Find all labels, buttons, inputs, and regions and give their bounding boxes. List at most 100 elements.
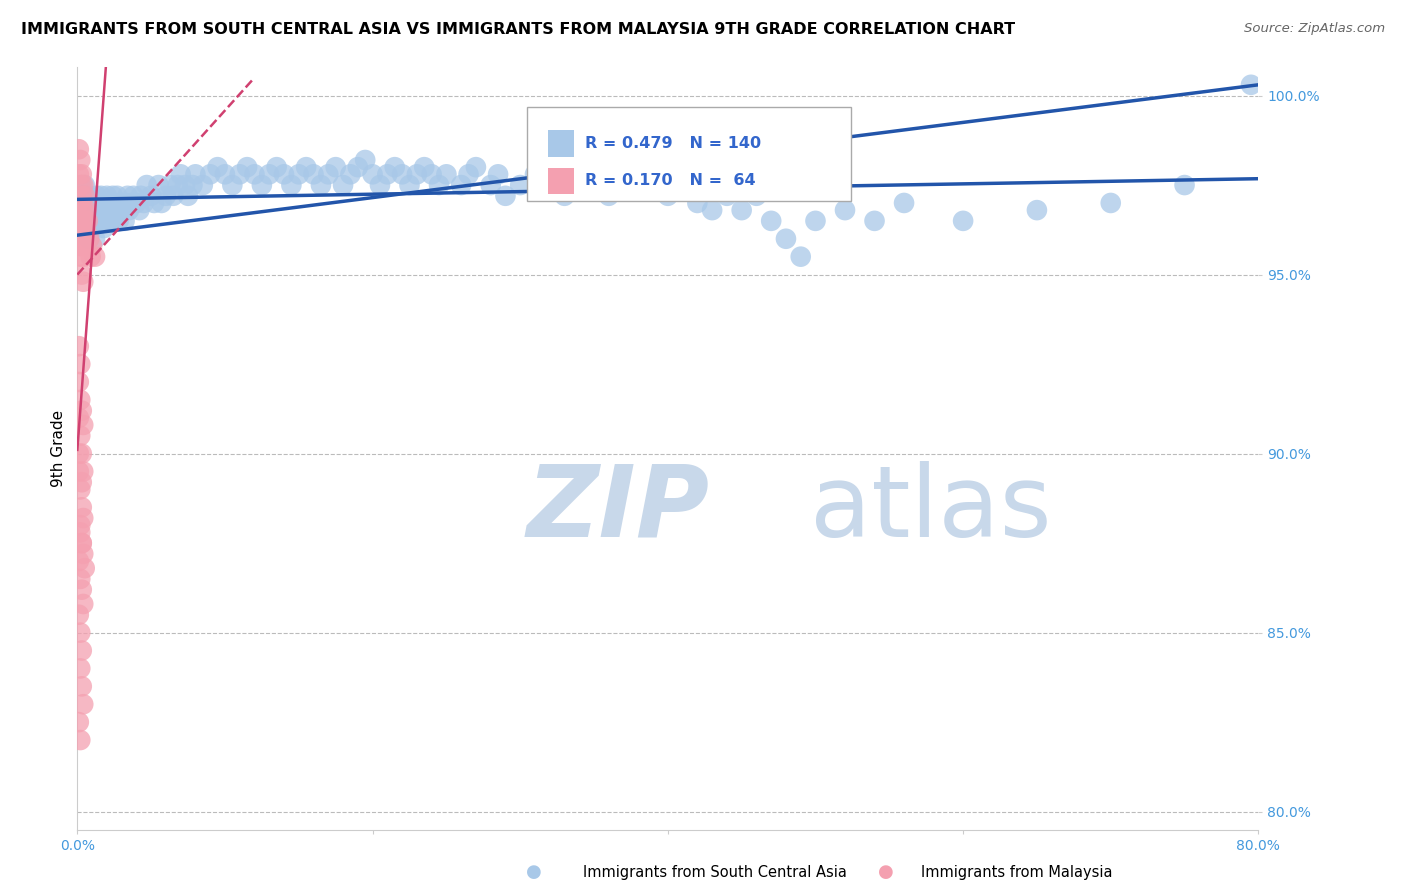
Point <box>101 189 124 203</box>
Point <box>103 214 125 228</box>
Text: Source: ZipAtlas.com: Source: ZipAtlas.com <box>1244 22 1385 36</box>
Point <box>170 167 193 181</box>
Point <box>77 232 100 246</box>
Point <box>332 178 354 192</box>
Point <box>70 475 93 490</box>
Point <box>105 189 128 203</box>
Text: ●: ● <box>526 863 543 881</box>
Point <box>236 160 259 174</box>
Point <box>73 214 96 228</box>
Point <box>114 214 136 228</box>
Point <box>69 153 91 167</box>
Point <box>450 178 472 192</box>
Point <box>72 698 94 712</box>
Point <box>72 547 94 561</box>
Point <box>121 196 143 211</box>
Point <box>702 203 724 218</box>
Point <box>67 167 90 181</box>
Point <box>70 167 93 181</box>
Point <box>486 167 509 181</box>
Point <box>457 167 479 181</box>
Point <box>70 500 93 515</box>
Point <box>132 196 155 211</box>
Point <box>69 661 91 675</box>
Point <box>73 221 96 235</box>
Point <box>398 178 420 192</box>
Point <box>143 196 166 211</box>
Point <box>84 232 107 246</box>
Point <box>122 189 145 203</box>
Point <box>148 178 170 192</box>
Point <box>84 214 107 228</box>
Point <box>76 189 98 203</box>
Point <box>91 203 114 218</box>
Point <box>259 167 281 181</box>
Text: R = 0.170   N =  64: R = 0.170 N = 64 <box>585 173 755 188</box>
Point <box>598 189 620 203</box>
Point <box>70 582 93 597</box>
Point <box>125 196 148 211</box>
Point <box>70 268 93 282</box>
Point <box>117 189 139 203</box>
Point <box>672 178 695 192</box>
Point <box>70 239 93 253</box>
Point <box>69 178 91 192</box>
Point <box>716 189 738 203</box>
Point <box>86 203 108 218</box>
Point <box>464 160 488 174</box>
Point <box>368 178 391 192</box>
Point <box>1026 203 1049 218</box>
Point <box>93 221 115 235</box>
Point <box>72 178 94 192</box>
Point <box>67 607 90 622</box>
Point <box>89 196 111 211</box>
Point <box>69 625 91 640</box>
Point <box>79 203 101 218</box>
Point <box>69 518 91 533</box>
Point <box>129 189 152 203</box>
Point <box>73 203 96 218</box>
Point <box>150 196 173 211</box>
Point <box>207 160 229 174</box>
Point <box>761 214 783 228</box>
Point <box>128 203 150 218</box>
Point <box>70 536 93 550</box>
Point <box>67 465 90 479</box>
Point <box>93 196 115 211</box>
Point <box>583 178 606 192</box>
Point <box>72 417 94 432</box>
Point <box>69 572 91 586</box>
Point <box>509 178 531 192</box>
Point <box>177 189 200 203</box>
Point <box>427 178 450 192</box>
Text: atlas: atlas <box>810 461 1052 558</box>
Point <box>266 160 288 174</box>
Point <box>288 167 311 181</box>
Point <box>70 403 93 417</box>
Point <box>214 167 236 181</box>
Point <box>70 643 93 657</box>
Point <box>72 214 94 228</box>
Text: IMMIGRANTS FROM SOUTH CENTRAL ASIA VS IMMIGRANTS FROM MALAYSIA 9TH GRADE CORRELA: IMMIGRANTS FROM SOUTH CENTRAL ASIA VS IM… <box>21 22 1015 37</box>
Point <box>72 275 94 289</box>
Point <box>863 214 886 228</box>
Point <box>804 214 827 228</box>
Point <box>94 203 117 218</box>
Point <box>273 167 295 181</box>
Text: R = 0.479   N = 140: R = 0.479 N = 140 <box>585 136 761 152</box>
Point <box>69 392 91 407</box>
Point <box>1099 196 1122 211</box>
Point <box>67 715 90 730</box>
Point <box>302 167 325 181</box>
Point <box>73 178 96 192</box>
Point <box>83 203 105 218</box>
Point <box>538 178 561 192</box>
Point <box>361 167 384 181</box>
Point <box>75 196 97 211</box>
Point <box>162 189 184 203</box>
Point <box>96 189 118 203</box>
Point <box>72 196 94 211</box>
Point <box>73 189 96 203</box>
Point <box>79 221 101 235</box>
Point <box>745 189 768 203</box>
